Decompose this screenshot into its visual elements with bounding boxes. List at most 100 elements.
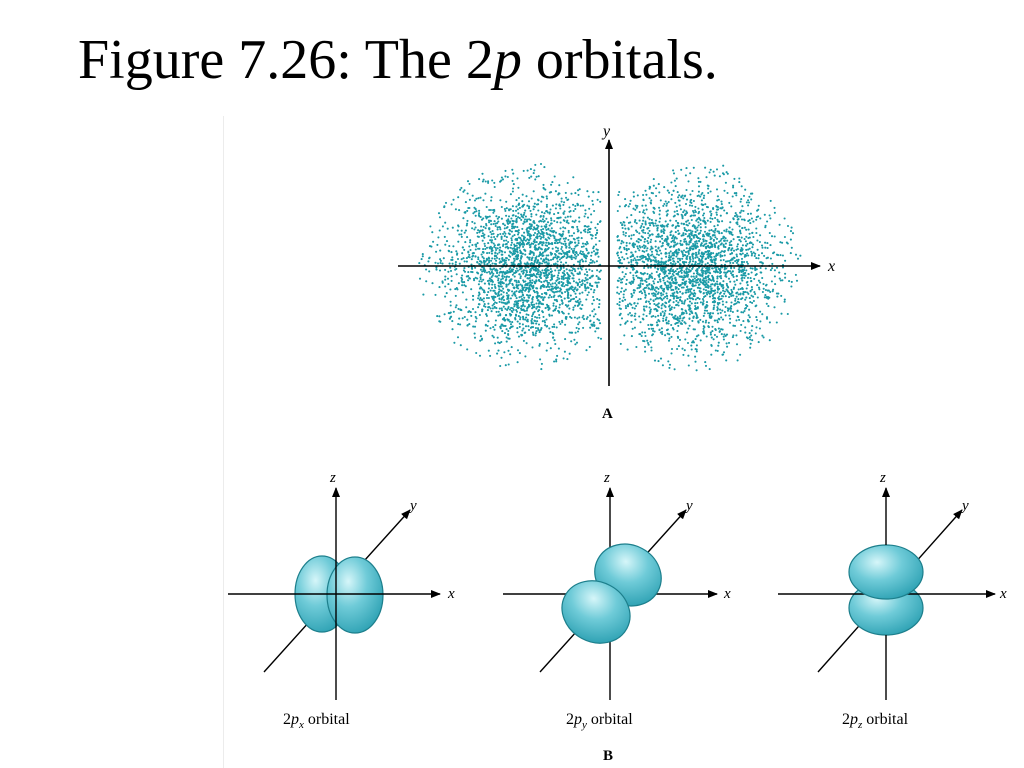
- density-dot: [526, 287, 529, 290]
- density-dot: [540, 220, 543, 223]
- density-dot: [761, 276, 764, 280]
- density-dot: [590, 254, 593, 257]
- density-dot: [497, 314, 500, 317]
- density-dot: [444, 295, 447, 298]
- density-dot: [482, 297, 485, 300]
- density-dot: [465, 260, 468, 263]
- density-dot: [688, 270, 692, 273]
- density-dot: [640, 334, 643, 338]
- density-dot: [481, 229, 484, 232]
- density-dot: [661, 332, 664, 336]
- density-dot: [487, 287, 490, 290]
- density-dot: [530, 251, 533, 254]
- density-dot: [748, 332, 751, 335]
- density-dot: [618, 259, 621, 262]
- density-dot: [562, 263, 565, 266]
- density-dot: [512, 183, 515, 186]
- density-dot: [642, 231, 645, 234]
- density-dot: [586, 281, 589, 284]
- density-dot: [493, 283, 496, 286]
- density-dot: [666, 274, 669, 278]
- density-dot: [507, 215, 511, 218]
- density-dot: [560, 277, 563, 280]
- density-dot: [579, 259, 582, 262]
- density-dot: [770, 280, 773, 283]
- density-dot: [712, 230, 715, 233]
- density-dot: [548, 327, 551, 330]
- density-dot: [475, 245, 478, 248]
- density-dot: [487, 219, 491, 222]
- density-dot: [683, 238, 686, 241]
- density-dot: [667, 277, 670, 280]
- density-dot: [650, 272, 653, 275]
- density-dot: [705, 335, 708, 338]
- density-dot: [690, 302, 693, 305]
- density-dot: [514, 248, 518, 251]
- density-dot: [487, 180, 490, 183]
- density-dot: [537, 328, 540, 331]
- density-dot: [481, 255, 484, 258]
- density-dot: [494, 324, 497, 327]
- density-dot: [763, 254, 766, 257]
- density-dot: [521, 193, 524, 196]
- density-dot: [504, 169, 507, 172]
- density-dot: [506, 269, 509, 272]
- density-dot: [486, 293, 489, 297]
- density-dot: [722, 280, 725, 283]
- density-dot: [641, 229, 644, 232]
- density-dot: [683, 240, 686, 243]
- density-dot: [739, 215, 742, 218]
- density-dot: [678, 299, 682, 302]
- density-dot: [685, 267, 689, 270]
- density-dot: [566, 294, 569, 297]
- density-dot: [487, 296, 490, 300]
- density-dot: [636, 204, 639, 208]
- density-dot: [594, 243, 598, 246]
- density-dot: [734, 260, 737, 263]
- density-dot: [716, 291, 719, 294]
- density-dot: [474, 311, 477, 314]
- density-dot: [702, 325, 705, 328]
- density-dot: [478, 229, 482, 232]
- density-dot: [556, 241, 559, 244]
- density-dot: [626, 257, 629, 260]
- density-dot: [649, 248, 652, 251]
- density-dot: [683, 349, 686, 352]
- density-dot: [682, 278, 685, 281]
- panel-b-label: B: [603, 748, 613, 764]
- density-dot: [650, 199, 653, 202]
- density-dot: [562, 226, 565, 229]
- density-dot: [500, 250, 503, 253]
- density-dot: [569, 315, 572, 318]
- density-dot: [506, 308, 509, 311]
- density-dot: [546, 325, 549, 328]
- density-dot: [795, 279, 799, 282]
- density-dot: [570, 298, 573, 301]
- density-dot: [511, 310, 514, 314]
- density-dot: [500, 260, 503, 264]
- density-dot: [531, 298, 534, 301]
- density-dot: [533, 241, 536, 244]
- density-dot: [727, 249, 730, 252]
- density-dot: [524, 355, 527, 358]
- density-dot: [522, 237, 525, 240]
- density-dot: [582, 245, 585, 248]
- density-dot: [769, 199, 772, 202]
- density-dot: [765, 317, 769, 320]
- density-dot: [472, 325, 475, 328]
- density-dot: [759, 320, 762, 323]
- density-dot: [693, 280, 696, 283]
- density-dot: [545, 349, 548, 352]
- density-dot: [489, 272, 492, 275]
- density-dot: [696, 281, 699, 284]
- density-dot: [713, 284, 716, 287]
- density-dot: [723, 239, 726, 242]
- density-dot: [652, 299, 655, 302]
- density-dot: [623, 205, 627, 208]
- density-dot: [674, 314, 677, 317]
- density-dot: [546, 342, 549, 345]
- density-dot: [635, 222, 638, 225]
- density-dot: [580, 268, 583, 271]
- density-dot: [655, 187, 658, 190]
- density-dot: [518, 296, 521, 299]
